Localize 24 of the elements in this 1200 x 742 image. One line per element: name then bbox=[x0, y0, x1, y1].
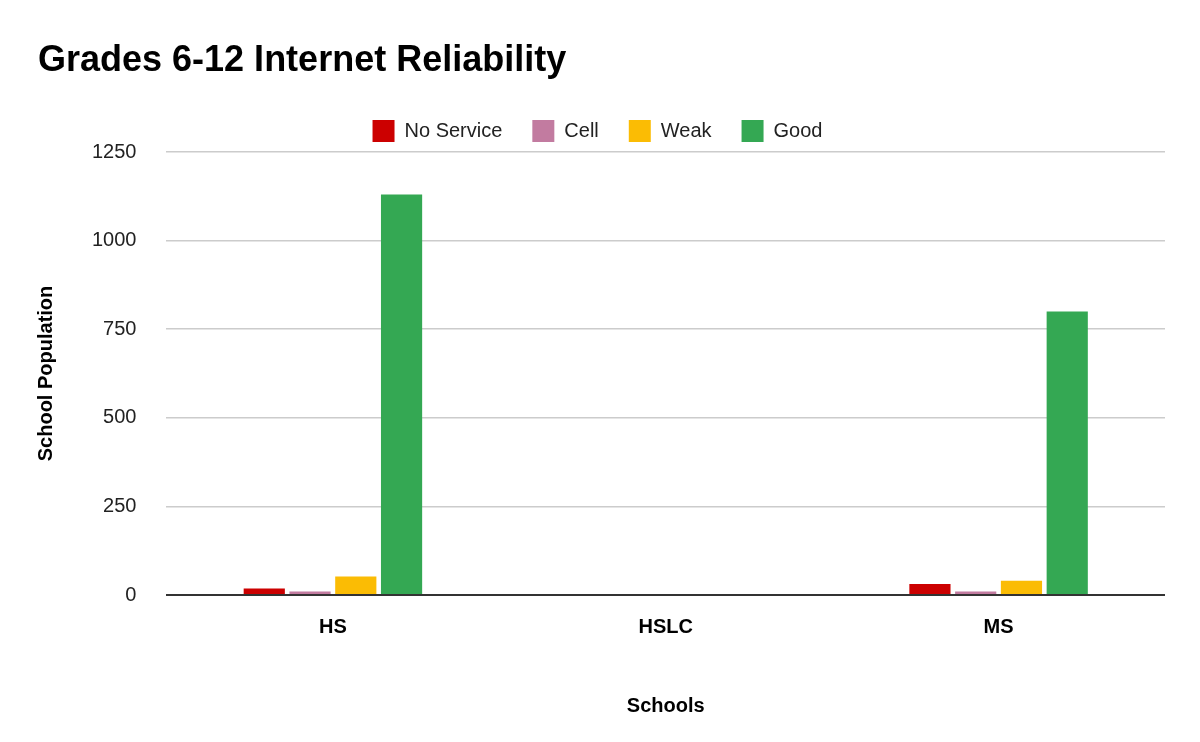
legend-label: Cell bbox=[564, 118, 599, 141]
bar bbox=[1046, 311, 1088, 594]
y-axis-title: School Population bbox=[33, 285, 56, 462]
x-tick-label: HSLC bbox=[638, 614, 693, 637]
y-tick-label: 0 bbox=[125, 582, 137, 605]
bar bbox=[380, 194, 423, 594]
legend-label: No Service bbox=[404, 118, 503, 141]
y-tick-label: 500 bbox=[103, 405, 137, 428]
y-tick-label: 1000 bbox=[91, 228, 137, 251]
y-tick-label: 250 bbox=[103, 493, 137, 516]
legend-label: Weak bbox=[660, 118, 713, 141]
bar bbox=[243, 588, 285, 594]
legend-label: Good bbox=[773, 118, 823, 141]
x-tick-label: MS bbox=[983, 614, 1014, 637]
bar bbox=[955, 591, 997, 594]
chart-title: Grades 6-12 Internet Reliability bbox=[38, 38, 567, 80]
x-axis-title: Schools bbox=[626, 693, 705, 716]
bar bbox=[1000, 580, 1043, 594]
x-tick-label: HS bbox=[319, 614, 347, 637]
bar bbox=[909, 584, 951, 594]
y-tick-label: 750 bbox=[103, 316, 137, 339]
bar bbox=[335, 576, 377, 594]
y-tick-label: 1250 bbox=[91, 139, 137, 162]
bar bbox=[289, 591, 331, 594]
